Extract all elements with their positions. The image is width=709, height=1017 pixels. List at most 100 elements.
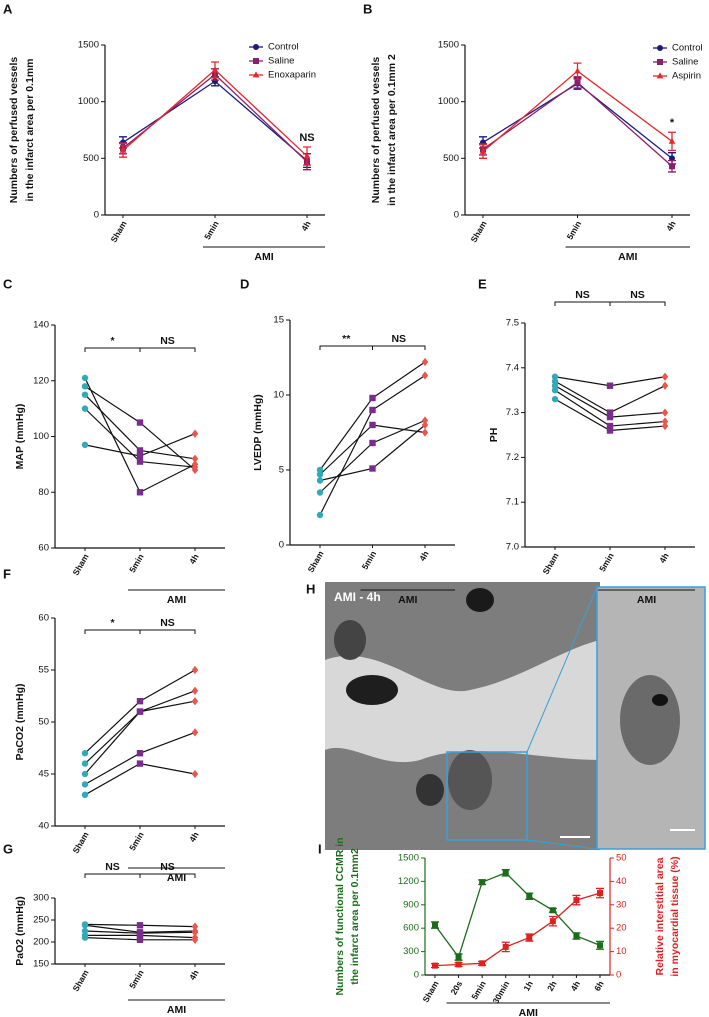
nucleus bbox=[334, 620, 366, 660]
significance-bracket bbox=[84, 347, 141, 352]
group-label: AMI bbox=[167, 1004, 186, 1016]
legend-label: Control bbox=[268, 42, 299, 53]
data-point bbox=[597, 890, 603, 897]
y-axis-label: the infarct area per 0.1mm2 bbox=[349, 848, 361, 985]
data-point bbox=[136, 922, 144, 929]
x-tick-label: 4h bbox=[187, 830, 201, 844]
x-tick-label: 1h bbox=[521, 979, 535, 993]
y-axis-label: in the infarct area per 0.1mm bbox=[24, 59, 36, 202]
image-label: AMI - 4h bbox=[334, 590, 381, 604]
legend-label: Saline bbox=[268, 56, 294, 67]
data-point bbox=[136, 419, 144, 426]
data-point bbox=[211, 66, 219, 73]
nucleus bbox=[652, 694, 668, 706]
data-point bbox=[669, 163, 675, 170]
data-point bbox=[432, 922, 438, 929]
series-line bbox=[122, 80, 308, 162]
subject-line bbox=[84, 731, 196, 785]
data-point bbox=[316, 511, 324, 519]
zoom-connector bbox=[526, 839, 598, 850]
legend-marker bbox=[657, 45, 663, 51]
data-point bbox=[81, 405, 89, 412]
y-tick-label: 80 bbox=[38, 487, 49, 498]
group-label: AMI bbox=[519, 1007, 538, 1017]
x-tick-label: Sham bbox=[108, 219, 128, 244]
zoom-connector bbox=[526, 586, 598, 753]
x-tick-label: 5min bbox=[565, 219, 584, 241]
y-tick-label: 60 bbox=[38, 613, 49, 624]
data-point bbox=[316, 466, 324, 474]
data-point bbox=[502, 943, 509, 950]
data-point bbox=[136, 708, 144, 715]
data-point bbox=[526, 934, 533, 941]
x-tick-label: Sham bbox=[70, 968, 90, 993]
micrograph-panel: H AMI - 4h bbox=[306, 581, 706, 850]
cell bbox=[620, 675, 680, 765]
y-tick-label: 5 bbox=[279, 465, 284, 476]
data-point bbox=[421, 371, 429, 380]
data-point bbox=[191, 728, 199, 737]
data-point bbox=[191, 429, 199, 438]
x-tick-label: 4h bbox=[568, 979, 582, 993]
data-point bbox=[81, 927, 89, 935]
x-tick-label: 5min bbox=[127, 552, 146, 574]
y-tick-label: 600 bbox=[403, 923, 419, 934]
zoom-inset bbox=[596, 586, 706, 850]
data-point bbox=[316, 477, 324, 484]
data-point bbox=[606, 413, 614, 421]
x-tick-label: Sham bbox=[70, 830, 90, 855]
data-point bbox=[551, 395, 559, 403]
y2-tick-label: 10 bbox=[616, 946, 627, 957]
data-point bbox=[81, 922, 89, 929]
data-point bbox=[606, 422, 614, 430]
y-tick-label: 55 bbox=[38, 665, 49, 676]
data-point bbox=[191, 935, 199, 944]
data-point bbox=[81, 383, 89, 390]
subject-line bbox=[319, 424, 426, 482]
data-point bbox=[303, 152, 311, 159]
data-point bbox=[606, 382, 614, 389]
group-label: AMI bbox=[167, 594, 186, 606]
data-point bbox=[549, 918, 556, 925]
legend-label: Enoxaparin bbox=[268, 70, 316, 81]
data-point bbox=[369, 439, 376, 447]
x-tick-label: Sham bbox=[540, 551, 560, 576]
data-point bbox=[421, 428, 429, 437]
data-point bbox=[81, 441, 89, 449]
x-tick-label: 2h bbox=[545, 979, 559, 993]
significance-bracket bbox=[139, 873, 196, 878]
significance-bracket bbox=[139, 347, 196, 352]
y-tick-label: 1000 bbox=[78, 96, 99, 107]
data-point bbox=[549, 907, 556, 914]
data-point bbox=[81, 750, 89, 757]
panel-letter: G bbox=[3, 841, 13, 856]
y2-axis-label: in myocardial tissue (%) bbox=[669, 856, 681, 976]
data-point bbox=[81, 770, 89, 778]
data-point bbox=[526, 893, 533, 900]
y-axis-label: PaO2 (mmHg) bbox=[14, 896, 26, 965]
data-point bbox=[191, 454, 199, 463]
significance-bracket bbox=[372, 345, 426, 350]
legend-label: Aspirin bbox=[672, 71, 701, 82]
nucleus bbox=[466, 588, 494, 612]
significance-label: * bbox=[110, 335, 115, 347]
legend-marker bbox=[253, 58, 259, 64]
x-tick-label: 4h bbox=[664, 219, 678, 233]
legend-label: Saline bbox=[672, 57, 698, 68]
data-point bbox=[551, 373, 559, 380]
significance-bracket bbox=[609, 301, 666, 306]
panel-letter: B bbox=[363, 1, 372, 16]
significance-label: NS bbox=[575, 289, 590, 301]
panel-letter: E bbox=[478, 276, 487, 291]
subject-line bbox=[319, 361, 426, 471]
x-tick-label: 5min bbox=[360, 549, 379, 571]
data-point bbox=[81, 391, 89, 398]
y-tick-label: 1000 bbox=[438, 96, 459, 107]
data-point bbox=[369, 406, 376, 414]
group-label: AMI bbox=[637, 594, 656, 606]
data-point bbox=[479, 879, 486, 886]
y-tick-label: 40 bbox=[38, 821, 49, 832]
data-point bbox=[136, 698, 144, 705]
y-tick-label: 0 bbox=[94, 210, 99, 221]
